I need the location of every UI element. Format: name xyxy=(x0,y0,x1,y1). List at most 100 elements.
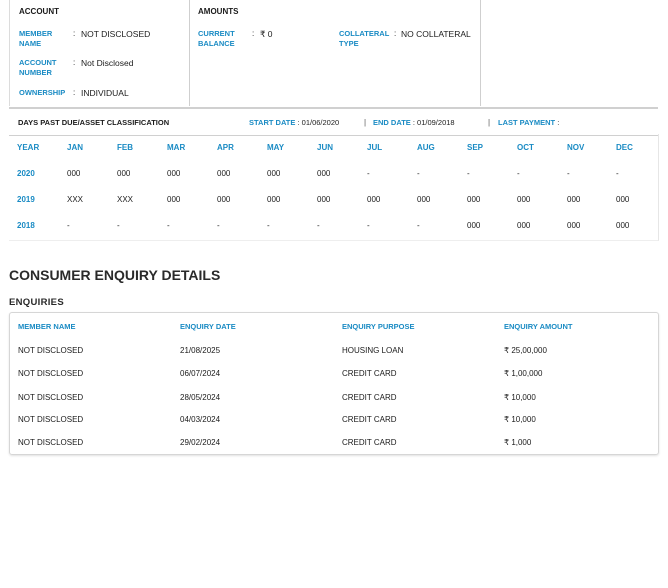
last-payment: LAST PAYMENT : xyxy=(498,118,559,127)
table-cell-enquiry-date: 29/02/2024 xyxy=(180,438,221,447)
empty-column xyxy=(481,0,659,106)
grid-cell: 000 xyxy=(217,195,231,204)
dpd-month-grid: YEAR JAN FEB MAR APR MAY JUN JUL AUG SEP OCT NOV DEC… xyxy=(9,134,659,241)
grid-cell: 000 xyxy=(467,195,481,204)
grid-header-nov: NOV xyxy=(567,143,585,152)
grid-cell: - xyxy=(367,221,370,230)
grid-header-sep: SEP xyxy=(467,143,484,152)
start-date-value: : 01/06/2020 xyxy=(297,118,340,127)
collateral-type-value: NO COLLATERAL xyxy=(401,29,471,39)
member-name-value: NOT DISCLOSED xyxy=(81,29,151,39)
colon: : xyxy=(252,29,255,38)
grid-cell: 000 xyxy=(317,169,331,178)
grid-cell: - xyxy=(167,221,170,230)
current-balance-value: ₹ 0 xyxy=(260,29,273,39)
table-cell-enquiry-purpose: HOUSING LOAN xyxy=(342,346,404,355)
table-cell-enquiry-amount: ₹ 1,00,000 xyxy=(504,369,543,378)
collateral-type-label: COLLATERAL TYPE xyxy=(339,29,390,48)
end-date-value: : 01/09/2018 xyxy=(412,118,455,127)
grid-cell: 000 xyxy=(567,221,581,230)
grid-cell: 000 xyxy=(217,169,231,178)
grid-cell: XXX xyxy=(117,195,134,204)
grid-header-dec: DEC xyxy=(616,143,633,152)
table-cell-enquiry-purpose: CREDIT CARD xyxy=(342,369,397,378)
separator: | xyxy=(364,118,367,127)
enquiries-table: MEMBER NAME ENQUIRY DATE ENQUIRY PURPOSE EN… xyxy=(9,312,659,455)
account-number-value: Not Disclosed xyxy=(81,58,134,68)
grid-header-year: YEAR xyxy=(17,143,40,152)
grid-year-2019: 2019 xyxy=(17,195,35,204)
current-balance-label: CURRENT BALANCE xyxy=(198,29,235,48)
grid-cell: - xyxy=(367,169,370,178)
grid-year-2020: 2020 xyxy=(17,169,35,178)
column-header-enquiry-date: ENQUIRY DATE xyxy=(180,322,236,331)
grid-cell: - xyxy=(467,169,470,178)
end-date-label: END DATE xyxy=(373,118,411,127)
grid-cell: - xyxy=(117,221,120,230)
member-name-label: MEMBER NAME xyxy=(19,29,53,48)
end-date: END DATE : 01/09/2018 xyxy=(373,118,455,127)
grid-cell: - xyxy=(567,169,570,178)
account-column: ACCOUNT MEMBER NAME : NOT DISCLOSED ACCO… xyxy=(10,0,190,106)
grid-header-apr: APR xyxy=(217,143,234,152)
account-number-label: ACCOUNT NUMBER xyxy=(19,58,57,77)
account-title: ACCOUNT xyxy=(19,7,59,16)
grid-header-jan: JAN xyxy=(67,143,84,152)
column-header-enquiry-purpose: ENQUIRY PURPOSE xyxy=(342,322,415,331)
table-cell-enquiry-date: 04/03/2024 xyxy=(180,415,221,424)
grid-cell: 000 xyxy=(517,195,531,204)
start-date-label: START DATE xyxy=(249,118,296,127)
grid-header-aug: AUG xyxy=(417,143,435,152)
dpd-title: DAYS PAST DUE/ASSET CLASSIFICATION xyxy=(18,118,170,127)
table-cell-enquiry-purpose: CREDIT CARD xyxy=(342,415,397,424)
grid-cell: 000 xyxy=(467,221,481,230)
colon: : xyxy=(73,29,76,38)
column-header-member-name: MEMBER NAME xyxy=(18,322,76,331)
colon: : xyxy=(73,88,76,97)
table-cell-enquiry-date: 21/08/2025 xyxy=(180,346,221,355)
table-cell-enquiry-purpose: CREDIT CARD xyxy=(342,393,397,402)
grid-cell: - xyxy=(417,221,420,230)
grid-year-2018: 2018 xyxy=(17,221,35,230)
table-cell-member-name: NOT DISCLOSED xyxy=(18,415,84,424)
enquiry-heading: CONSUMER ENQUIRY DETAILS xyxy=(9,267,221,283)
grid-cell: - xyxy=(317,221,320,230)
grid-header-jun: JUN xyxy=(317,143,334,152)
table-cell-enquiry-amount: ₹ 25,00,000 xyxy=(504,346,547,355)
table-cell-member-name: NOT DISCLOSED xyxy=(18,346,84,355)
grid-cell: 000 xyxy=(67,169,81,178)
grid-cell: 000 xyxy=(167,195,181,204)
last-payment-value: : xyxy=(557,118,560,127)
table-cell-enquiry-date: 28/05/2024 xyxy=(180,393,221,402)
grid-cell: - xyxy=(616,169,619,178)
amounts-column: AMOUNTS CURRENT BALANCE : ₹ 0 COLLATERAL… xyxy=(190,0,481,106)
grid-header-feb: FEB xyxy=(117,143,133,152)
grid-cell: 000 xyxy=(167,169,181,178)
grid-cell: 000 xyxy=(567,195,581,204)
grid-cell: 000 xyxy=(317,195,331,204)
grid-cell: 000 xyxy=(267,169,281,178)
separator: | xyxy=(488,118,491,127)
grid-cell: XXX xyxy=(67,195,84,204)
grid-cell: - xyxy=(217,221,220,230)
grid-cell: 000 xyxy=(367,195,381,204)
grid-header-jul: JUL xyxy=(367,143,383,152)
table-cell-enquiry-amount: ₹ 1,000 xyxy=(504,438,532,447)
last-payment-label: LAST PAYMENT xyxy=(498,118,556,127)
colon: : xyxy=(394,29,397,38)
grid-cell: - xyxy=(417,169,420,178)
account-details-panel: ACCOUNT MEMBER NAME : NOT DISCLOSED ACCO… xyxy=(9,0,659,106)
grid-cell: 000 xyxy=(616,195,630,204)
table-cell-member-name: NOT DISCLOSED xyxy=(18,393,84,402)
grid-header-may: MAY xyxy=(267,143,285,152)
grid-header-mar: MAR xyxy=(167,143,186,152)
table-cell-member-name: NOT DISCLOSED xyxy=(18,369,84,378)
table-cell-enquiry-purpose: CREDIT CARD xyxy=(342,438,397,447)
ownership-label: OWNERSHIP xyxy=(19,88,66,97)
table-cell-member-name: NOT DISCLOSED xyxy=(18,438,84,447)
grid-header-oct: OCT xyxy=(517,143,534,152)
grid-cell: 000 xyxy=(616,221,630,230)
column-header-enquiry-amount: ENQUIRY AMOUNT xyxy=(504,322,573,331)
table-cell-enquiry-amount: ₹ 10,000 xyxy=(504,415,536,424)
grid-cell: 000 xyxy=(517,221,531,230)
